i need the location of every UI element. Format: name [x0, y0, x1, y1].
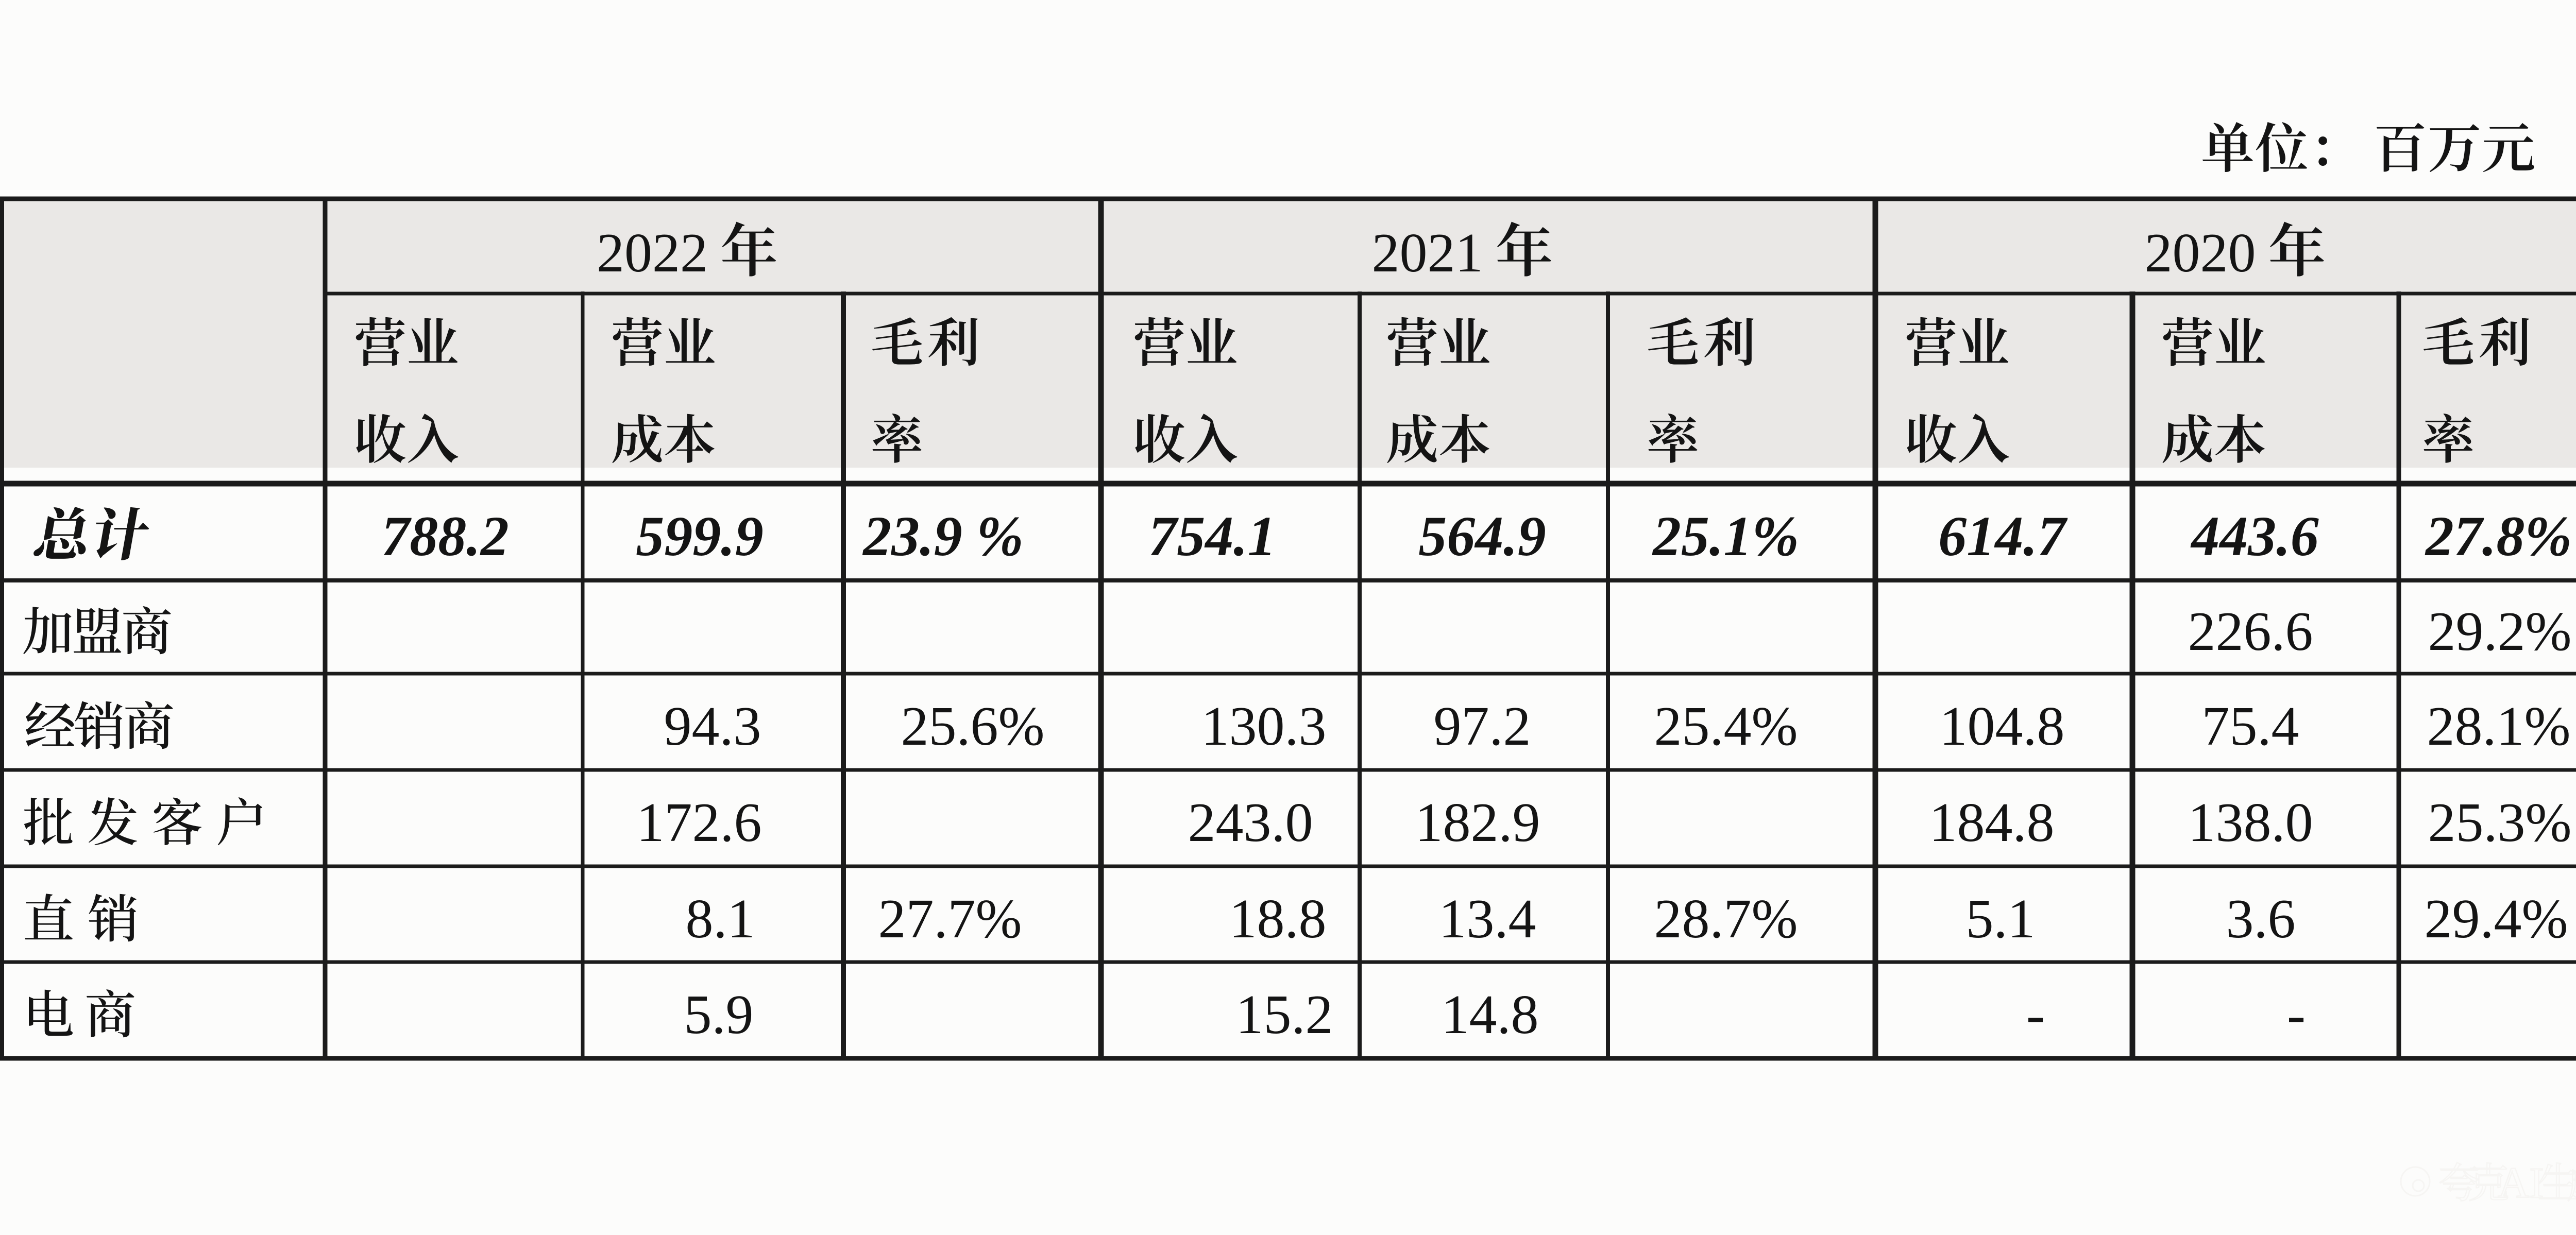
svg-text:130.3: 130.3	[1201, 696, 1327, 757]
svg-text:25.6%: 25.6%	[901, 696, 1045, 757]
svg-text:27.8%: 27.8%	[2425, 505, 2572, 568]
svg-text:27.7%: 27.7%	[878, 888, 1022, 950]
svg-text:8.1: 8.1	[686, 888, 755, 950]
svg-text:172.6: 172.6	[637, 792, 762, 853]
svg-text:AI: AI	[2498, 1159, 2544, 1207]
svg-text:23.9 %: 23.9 %	[862, 505, 1024, 568]
svg-text:2020: 2020	[2145, 222, 2256, 284]
svg-text:13.4: 13.4	[1439, 888, 1536, 950]
svg-text:29.4%: 29.4%	[2425, 888, 2568, 950]
svg-text:3.6: 3.6	[2226, 888, 2296, 950]
svg-text:29.2%: 29.2%	[2428, 601, 2572, 662]
svg-text:25.3%: 25.3%	[2428, 792, 2572, 853]
svg-text:14.8: 14.8	[1442, 984, 1539, 1045]
svg-text:184.8: 184.8	[1929, 792, 2055, 853]
svg-text:5.1: 5.1	[1966, 888, 2036, 950]
svg-text:2022: 2022	[597, 222, 708, 284]
svg-text:754.1: 754.1	[1148, 505, 1276, 568]
svg-text:97.2: 97.2	[1434, 696, 1531, 757]
svg-text:226.6: 226.6	[2188, 601, 2313, 662]
svg-text:104.8: 104.8	[1940, 696, 2065, 757]
svg-text:182.9: 182.9	[1415, 792, 1540, 853]
svg-text:75.4: 75.4	[2202, 696, 2299, 757]
svg-text:599.9: 599.9	[636, 505, 764, 568]
svg-text:788.2: 788.2	[381, 505, 509, 568]
svg-text:564.9: 564.9	[1418, 505, 1546, 568]
svg-text:15.2: 15.2	[1236, 984, 1333, 1045]
svg-text:25.4%: 25.4%	[1654, 696, 1798, 757]
svg-text:28.7%: 28.7%	[1654, 888, 1798, 950]
svg-text:2021: 2021	[1372, 222, 1483, 284]
svg-text:243.0: 243.0	[1188, 792, 1313, 853]
svg-text:138.0: 138.0	[2188, 792, 2313, 853]
svg-text:25.1%: 25.1%	[1652, 505, 1799, 568]
svg-text:18.8: 18.8	[1229, 888, 1327, 950]
svg-text:5.9: 5.9	[684, 984, 754, 1045]
svg-text:443.6: 443.6	[2190, 505, 2319, 568]
svg-text:614.7: 614.7	[1938, 505, 2068, 568]
svg-text:94.3: 94.3	[664, 696, 761, 757]
svg-text:28.1%: 28.1%	[2427, 696, 2571, 757]
svg-text:-: -	[2026, 984, 2045, 1045]
svg-text:-: -	[2287, 984, 2306, 1045]
